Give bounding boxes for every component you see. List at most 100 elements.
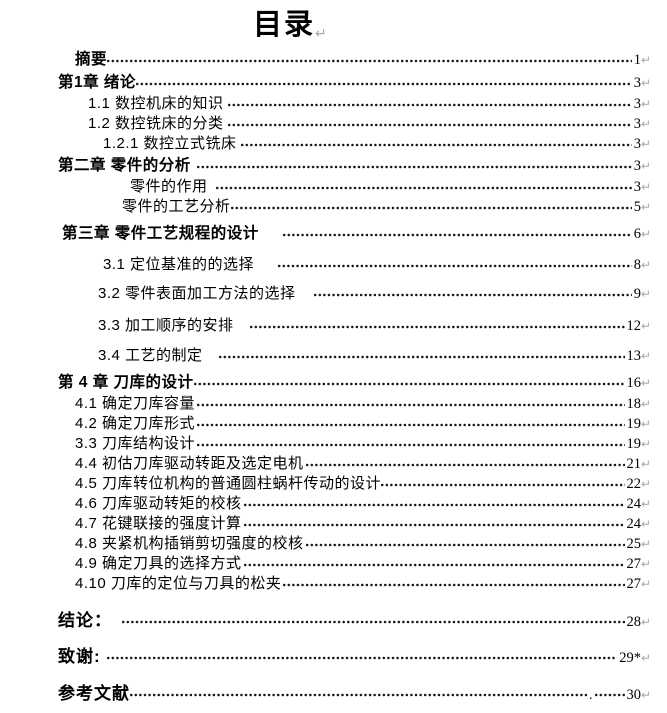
toc-entry-label[interactable]: 参考文献 bbox=[58, 684, 130, 703]
toc-entry-label[interactable]: 4.6 刀库驱动转矩的校核 bbox=[75, 495, 242, 512]
toc-entry[interactable]: 第三章 零件工艺规程的设计 6 ↵ bbox=[0, 224, 667, 244]
toc-entry[interactable]: 零件的工艺分析 5 ↵ bbox=[0, 197, 667, 217]
toc-entry[interactable]: 结论： 28 ↵ bbox=[0, 611, 667, 631]
toc-entry-label[interactable]: 4.4 初估刀库驱动转距及选定电机 bbox=[75, 455, 304, 472]
toc-entry[interactable]: 4.5 刀库转位机构的普通圆柱蜗杆传动的设计 22 ↵ bbox=[0, 474, 667, 494]
toc-entry[interactable]: 4.4 初估刀库驱动转距及选定电机 21 ↵ bbox=[0, 454, 667, 474]
page-number: 30 bbox=[626, 687, 642, 703]
dot-leader bbox=[215, 186, 632, 190]
toc-list: 摘要 1 ↵ 第1章 绪论 3 ↵ 1.1 数控机床的知识 3 ↵ 1.2 数控… bbox=[0, 50, 667, 704]
leader-period: . bbox=[589, 688, 593, 703]
paragraph-mark-icon: ↵ bbox=[641, 97, 652, 111]
toc-entry[interactable]: 3.1 定位基准的的选择 8 ↵ bbox=[0, 255, 667, 275]
page-number: 3 bbox=[633, 158, 641, 174]
toc-entry-label[interactable]: 第1章 绪论 bbox=[58, 74, 136, 91]
toc-entry-label[interactable]: 摘要 bbox=[75, 51, 108, 68]
paragraph-mark-icon: ↵ bbox=[641, 615, 652, 629]
toc-entry-label[interactable]: 4.8 夹紧机构插销剪切强度的校核 bbox=[75, 535, 304, 552]
dot-leader bbox=[106, 656, 618, 660]
dot-leader bbox=[197, 423, 625, 427]
toc-entry[interactable]: 4.8 夹紧机构插销剪切强度的校核 25 ↵ bbox=[0, 534, 667, 554]
toc-entry[interactable]: 第 4 章 刀库的设计 16 ↵ bbox=[0, 373, 667, 393]
toc-entry[interactable]: 零件的作用 3 ↵ bbox=[0, 177, 667, 197]
dot-leader bbox=[196, 165, 632, 169]
toc-entry[interactable]: 1.1 数控机床的知识 3 ↵ bbox=[0, 94, 667, 114]
toc-entry[interactable]: 4.1 确定刀库容量 18 ↵ bbox=[0, 394, 667, 414]
toc-entry-label[interactable]: 4.10 刀库的定位与刀具的松夹 bbox=[75, 575, 282, 592]
toc-entry-label[interactable]: 第二章 零件的分析 bbox=[58, 157, 191, 174]
dot-leader bbox=[197, 443, 625, 447]
toc-entry-label[interactable]: 4.5 刀库转位机构的普通圆柱蜗杆传动的设计 bbox=[75, 475, 382, 492]
toc-entry[interactable]: 4.7 花键联接的强度计算 24 ↵ bbox=[0, 514, 667, 534]
toc-entry[interactable]: 第1章 绪论 3 ↵ bbox=[0, 73, 667, 93]
paragraph-mark-icon: ↵ bbox=[641, 376, 652, 390]
toc-entry[interactable]: 摘要 1 ↵ bbox=[0, 50, 667, 70]
toc-entry[interactable]: 第二章 零件的分析 3 ↵ bbox=[0, 156, 667, 176]
page-number: 13 bbox=[626, 348, 642, 364]
toc-entry-label[interactable]: 零件的工艺分析 bbox=[122, 198, 231, 215]
paragraph-mark-icon: ↵ bbox=[641, 477, 652, 491]
paragraph-mark-icon: ↵ bbox=[641, 577, 652, 591]
dot-leader bbox=[278, 264, 632, 268]
paragraph-mark-icon: ↵ bbox=[641, 200, 652, 214]
page-number: 8 bbox=[633, 257, 641, 273]
toc-entry-label[interactable]: 第三章 零件工艺规程的设计 bbox=[62, 225, 259, 242]
toc-entry[interactable]: 3.2 零件表面加工方法的选择 9 ↵ bbox=[0, 284, 667, 304]
toc-entry-label[interactable]: 3.1 定位基准的的选择 bbox=[103, 256, 255, 273]
dot-leader bbox=[249, 325, 625, 329]
page-number: 22 bbox=[626, 476, 642, 492]
toc-entry[interactable]: 1.2.1 数控立式铣床 3 ↵ bbox=[0, 134, 667, 154]
toc-entry-label[interactable]: 致谢: bbox=[58, 647, 101, 666]
toc-entry-label[interactable]: 第 4 章 刀库的设计 bbox=[58, 374, 194, 391]
paragraph-mark-icon: ↵ bbox=[641, 688, 652, 702]
dot-leader bbox=[130, 693, 587, 697]
dot-leader bbox=[230, 206, 632, 210]
toc-entry[interactable]: 参考文献 . 30 ↵ bbox=[0, 684, 667, 704]
page-title: 目录 bbox=[253, 9, 316, 41]
page-number: 3 bbox=[633, 75, 641, 91]
toc-entry[interactable]: 1.2 数控铣床的分类 3 ↵ bbox=[0, 114, 667, 134]
paragraph-mark-icon: ↵ bbox=[641, 557, 652, 571]
dot-leader bbox=[305, 543, 625, 547]
paragraph-mark-icon: ↵ bbox=[641, 517, 652, 531]
page-number: 3 bbox=[633, 136, 641, 152]
toc-entry[interactable]: 4.10 刀库的定位与刀具的松夹 27 ↵ bbox=[0, 574, 667, 594]
paragraph-mark-icon: ↵ bbox=[641, 258, 652, 272]
toc-entry-label[interactable]: 3.3 刀库结构设计 bbox=[75, 435, 196, 452]
toc-entry-label[interactable]: 4.9 确定刀具的选择方式 bbox=[75, 555, 242, 572]
toc-entry-label[interactable]: 3.4 工艺的制定 bbox=[98, 347, 203, 364]
toc-entry[interactable]: 3.3 加工顺序的安排 12 ↵ bbox=[0, 316, 667, 336]
dot-leader bbox=[240, 143, 632, 147]
toc-entry-label[interactable]: 4.2 确定刀库形式 bbox=[75, 415, 196, 432]
toc-entry-label[interactable]: 4.7 花键联接的强度计算 bbox=[75, 515, 242, 532]
toc-entry-label[interactable]: 3.2 零件表面加工方法的选择 bbox=[98, 285, 296, 302]
toc-entry[interactable]: 4.9 确定刀具的选择方式 27 ↵ bbox=[0, 554, 667, 574]
toc-entry[interactable]: 4.6 刀库驱动转矩的校核 24 ↵ bbox=[0, 494, 667, 514]
toc-entry-label[interactable]: 1.2 数控铣床的分类 bbox=[88, 115, 224, 132]
page-number: 24 bbox=[626, 516, 642, 532]
toc-entry-label[interactable]: 4.1 确定刀库容量 bbox=[75, 395, 196, 412]
page-number: 3 bbox=[633, 96, 641, 112]
paragraph-mark-icon: ↵ bbox=[641, 437, 652, 451]
paragraph-mark-icon: ↵ bbox=[641, 497, 652, 511]
dot-leader bbox=[197, 403, 625, 407]
toc-entry[interactable]: 4.2 确定刀库形式 19 ↵ bbox=[0, 414, 667, 434]
page-number: 12 bbox=[626, 318, 642, 334]
dot-leader bbox=[122, 620, 625, 624]
paragraph-mark-icon: ↵ bbox=[641, 397, 652, 411]
dot-leader bbox=[243, 503, 625, 507]
dot-leader-short bbox=[594, 693, 625, 697]
toc-entry[interactable]: 3.3 刀库结构设计 19 ↵ bbox=[0, 434, 667, 454]
toc-entry-label[interactable]: 3.3 加工顺序的安排 bbox=[98, 317, 234, 334]
toc-entry[interactable]: 3.4 工艺的制定 13 ↵ bbox=[0, 346, 667, 366]
page-number: 27 bbox=[626, 576, 642, 592]
paragraph-mark-icon: ↵ bbox=[641, 137, 652, 151]
page-number: 3 bbox=[633, 116, 641, 132]
page-number: 19 bbox=[626, 436, 642, 452]
page-number: 25 bbox=[626, 536, 642, 552]
toc-entry-label[interactable]: 1.2.1 数控立式铣床 bbox=[103, 135, 237, 152]
toc-entry-label[interactable]: 结论： bbox=[58, 611, 112, 630]
toc-entry-label[interactable]: 1.1 数控机床的知识 bbox=[88, 95, 224, 112]
toc-entry[interactable]: 致谢: 29* ↵ bbox=[0, 647, 667, 667]
toc-entry-label[interactable]: 零件的作用 bbox=[130, 178, 208, 195]
